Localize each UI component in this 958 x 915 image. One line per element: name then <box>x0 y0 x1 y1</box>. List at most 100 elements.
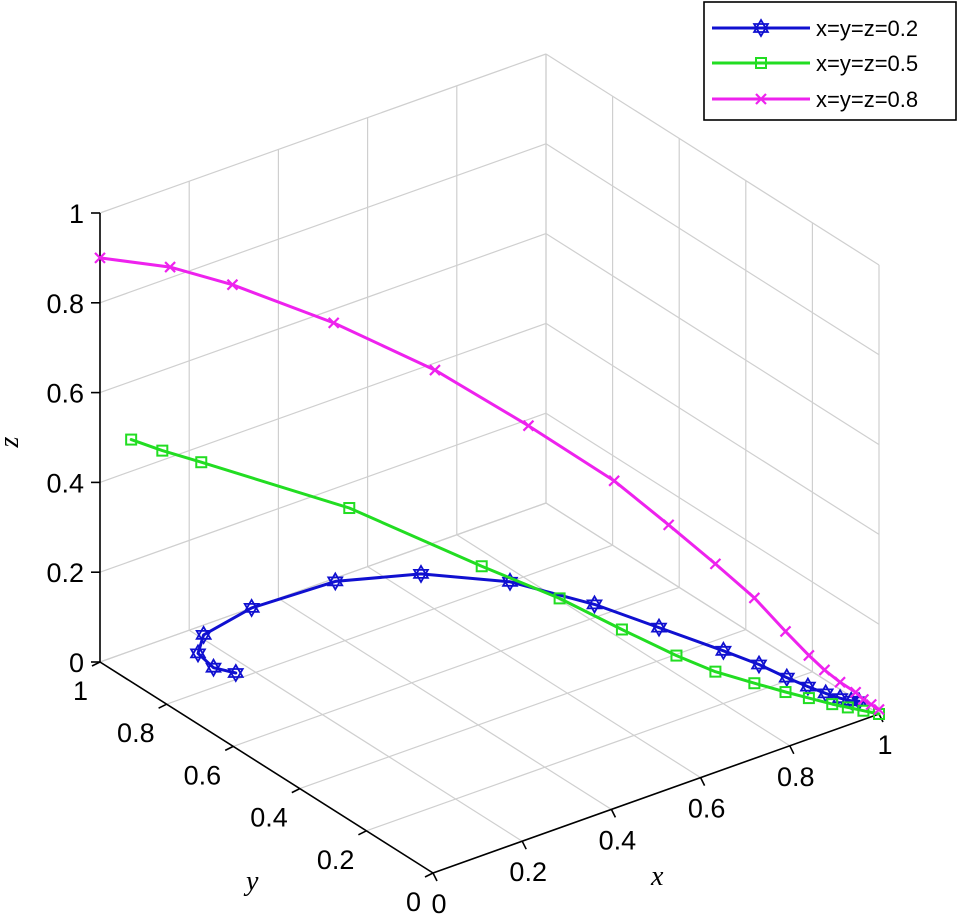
z-axis-label: z <box>0 436 25 448</box>
data-point <box>778 667 796 688</box>
series-line <box>98 256 881 711</box>
legend-entry: x=y=z=0.8 <box>712 87 918 112</box>
data-point <box>243 598 261 618</box>
x-tick-label: 0 <box>431 889 446 915</box>
legend-marker-2 <box>755 57 767 69</box>
data-point <box>755 57 767 69</box>
grid-line <box>545 322 880 535</box>
x-tick-label: 0.8 <box>777 762 815 792</box>
data-point <box>164 261 176 273</box>
data-point <box>748 592 761 604</box>
grid-line <box>545 53 880 266</box>
grid-line <box>166 544 613 705</box>
legend-entry: x=y=z=0.2 <box>712 16 918 41</box>
data-point <box>189 643 207 664</box>
grid-line <box>545 502 880 715</box>
data-point <box>125 433 138 446</box>
y-tick-label: 1 <box>73 676 88 706</box>
x-tick-mark <box>432 872 438 882</box>
data-point <box>752 18 770 38</box>
grid-line <box>99 322 547 483</box>
grid-line <box>545 412 880 625</box>
grid-line <box>367 566 701 779</box>
grid-line <box>188 629 523 842</box>
x-axis-line <box>432 713 880 874</box>
grid-line <box>545 233 880 446</box>
y-tick-mark <box>291 787 301 794</box>
data-point <box>475 560 488 573</box>
z-tick-label: 0 <box>69 648 84 678</box>
y-tick-label: 0.6 <box>184 760 222 790</box>
z-tick-label: 0.6 <box>46 379 84 409</box>
grid-line <box>99 412 547 573</box>
tick-labels: 00.20.40.60.8100.20.40.60.8100.20.40.60.… <box>46 199 892 915</box>
data-point <box>195 625 213 645</box>
data-point <box>412 564 430 584</box>
data-point <box>802 692 815 705</box>
data-point <box>818 664 831 676</box>
z-tick-label: 0.8 <box>46 289 84 319</box>
y-tick-mark <box>424 872 434 878</box>
y-axis-label: y <box>243 866 259 897</box>
data-point <box>779 625 792 638</box>
legend: x=y=z=0.2 x=y=z=0.5 x=y=z=0.8 <box>703 1 957 121</box>
data-point <box>429 364 441 376</box>
data-point <box>799 676 817 697</box>
data-point <box>857 693 870 706</box>
grid-line <box>545 143 880 356</box>
grid-layer <box>99 53 880 874</box>
grid-line <box>99 233 547 394</box>
y-tick-label: 0 <box>406 887 421 915</box>
axes-layer <box>91 212 884 882</box>
x-tick-label: 0.6 <box>688 794 726 824</box>
data-point <box>227 663 245 683</box>
series-line <box>129 438 881 716</box>
data-point <box>205 657 222 678</box>
y-tick-label: 0.8 <box>117 718 155 748</box>
data-point <box>608 475 620 487</box>
series-2 <box>125 433 885 720</box>
grid-line <box>232 586 680 747</box>
data-point <box>755 93 767 105</box>
series-line <box>196 572 861 703</box>
y-axis-line <box>99 661 434 874</box>
legend-marker-3 <box>755 93 767 105</box>
data-point <box>750 654 768 675</box>
data-point <box>94 252 106 264</box>
x-tick-label: 1 <box>877 730 892 760</box>
data-point <box>156 444 169 457</box>
legend-label-2: x=y=z=0.5 <box>816 51 918 76</box>
grid-line <box>278 597 612 810</box>
data-point <box>826 698 839 711</box>
grid-line <box>99 53 547 214</box>
x-tick-label: 0.4 <box>599 825 637 855</box>
x-axis-label: x <box>650 861 664 892</box>
data-point <box>327 317 340 329</box>
series-layer <box>94 252 885 720</box>
grid-line <box>299 629 747 790</box>
y-tick-label: 0.4 <box>250 803 288 833</box>
y-tick-mark <box>358 830 367 836</box>
y-tick-mark <box>224 745 234 752</box>
y-tick-mark <box>158 703 167 709</box>
data-point <box>662 519 675 531</box>
y-tick-label: 0.2 <box>317 845 355 875</box>
x-tick-mark <box>699 777 706 786</box>
data-point <box>803 649 815 662</box>
data-point <box>522 419 535 432</box>
data-point <box>195 456 208 469</box>
legend-entry: x=y=z=0.5 <box>712 51 918 76</box>
z-tick-label: 0.4 <box>46 468 84 498</box>
series-1 <box>189 564 868 712</box>
data-point <box>779 686 792 699</box>
z-tick-label: 1 <box>69 199 84 229</box>
data-point <box>748 677 761 690</box>
data-point <box>709 665 722 678</box>
data-point <box>650 617 668 638</box>
data-point <box>841 701 854 714</box>
grid-line <box>366 671 813 832</box>
data-point <box>817 683 835 704</box>
data-point <box>226 278 239 291</box>
legend-label-1: x=y=z=0.2 <box>816 16 918 41</box>
